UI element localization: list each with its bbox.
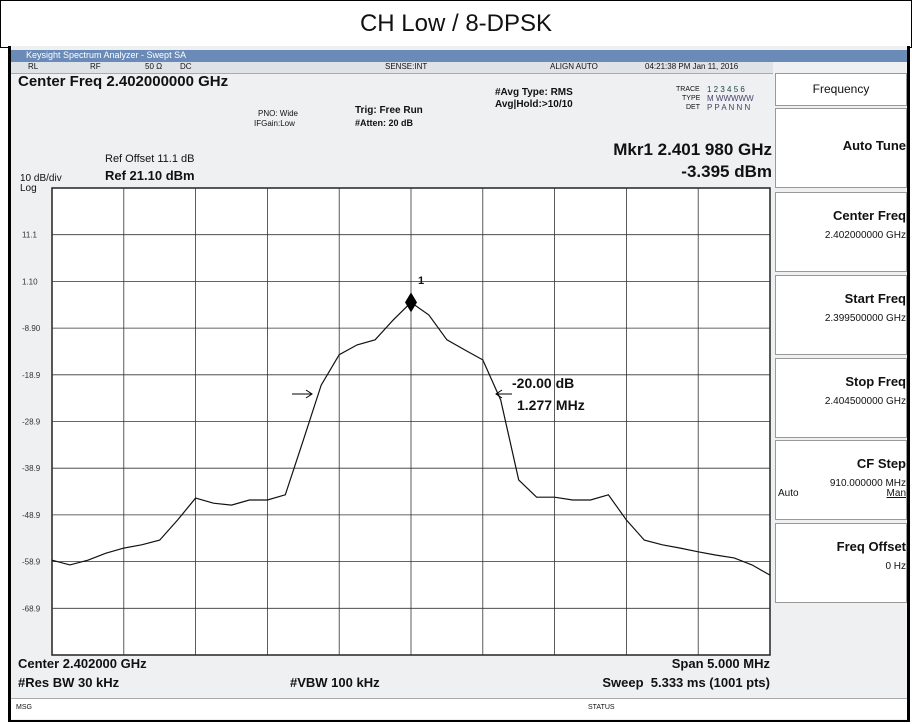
marker-freq: Mkr1 2.401 980 GHz — [613, 140, 772, 159]
softkey-label: Start Freq — [844, 291, 906, 306]
softkey-value: 2.402000000 GHz — [824, 230, 906, 241]
softkey-value: 910.000000 MHz — [829, 478, 906, 489]
window-bar — [11, 50, 907, 62]
y-tick-label: -18.9 — [22, 371, 41, 380]
atten: #Atten: 20 dB — [355, 118, 414, 128]
avg-hold: Avg|Hold:>10/10 — [495, 99, 573, 110]
softkey-option: Auto — [778, 488, 799, 499]
status-item: SENSE:INT — [385, 62, 428, 71]
y-tick-label: -28.9 — [22, 418, 41, 427]
status-item: ALIGN AUTO — [550, 62, 598, 71]
status-row — [11, 62, 773, 74]
y-tick-label: 1.10 — [22, 277, 38, 286]
status-item: 04:21:38 PM Jan 11, 2016 — [645, 62, 739, 71]
status-item: RF — [90, 62, 101, 71]
det-label: DET — [686, 104, 700, 111]
scale: 10 dB/div — [20, 173, 62, 184]
window-title: Keysight Spectrum Analyzer - Swept SA — [26, 50, 187, 60]
ifgain: IFGain:Low — [254, 119, 295, 128]
softkey-value: 2.404500000 GHz — [824, 396, 906, 407]
status-item: 50 Ω — [145, 62, 163, 71]
softkey-label: Center Freq — [833, 208, 906, 223]
y-tick-label: 11.1 — [22, 231, 38, 240]
y-tick-label: -58.9 — [22, 558, 41, 567]
softkey[interactable] — [775, 192, 907, 272]
pno: PNO: Wide — [258, 109, 299, 118]
y-tick-label: -68.9 — [22, 604, 41, 613]
softkey[interactable] — [775, 275, 907, 355]
footer-span: Span 5.000 MHz — [671, 656, 770, 671]
y-tick-label: -48.9 — [22, 511, 41, 520]
trace-label: TRACE — [676, 86, 700, 93]
footer-sweep: Sweep 5.333 ms (1001 pts) — [602, 675, 770, 690]
softkey[interactable] — [775, 108, 907, 188]
ref-level: Ref 21.10 dBm — [105, 168, 195, 183]
trig: Trig: Free Run — [355, 105, 423, 116]
status-item: DC — [180, 62, 192, 71]
softkey-label: Freq Offset — [836, 539, 906, 554]
softkey-menu-title: Frequency — [812, 82, 870, 96]
softkey-label: Stop Freq — [845, 374, 906, 389]
y-tick-label: -8.90 — [22, 324, 41, 333]
log: Log — [20, 183, 37, 194]
msg: MSG — [16, 704, 32, 711]
footer-center: Center 2.402000 GHz — [18, 656, 147, 671]
softkey[interactable] — [775, 358, 907, 438]
softkey-option: Man — [886, 488, 906, 499]
softkey-value: 2.399500000 GHz — [824, 313, 906, 324]
softkey[interactable] — [775, 440, 907, 520]
trace-value: 1 2 3 4 5 6 — [707, 85, 745, 94]
status-item: RL — [28, 62, 39, 71]
marker-level: -3.395 dBm — [681, 162, 772, 181]
softkey-value: 0 Hz — [885, 561, 906, 572]
y-tick-label: -38.9 — [22, 464, 41, 473]
softkey-label: CF Step — [856, 456, 906, 471]
message-bar — [11, 698, 907, 719]
softkey-menu — [775, 73, 907, 106]
center-freq-header: Center Freq 2.402000000 GHz — [18, 73, 229, 90]
obw-bw: 1.277 MHz — [517, 397, 585, 413]
det-value: P P A N N N — [707, 103, 751, 112]
marker-id: 1 — [418, 275, 425, 287]
avg-type: #Avg Type: RMS — [495, 87, 573, 98]
obw-arrow-right — [495, 389, 512, 399]
marker-diamond — [405, 292, 417, 313]
obw-arrow-left — [292, 389, 313, 399]
footer-vbw: #VBW 100 kHz — [290, 675, 380, 690]
ref-offset: Ref Offset 11.1 dB — [105, 153, 195, 165]
type-label: TYPE — [682, 95, 701, 102]
footer-rbw: #Res BW 30 kHz — [18, 675, 120, 690]
page-title: CH Low / 8-DPSK — [359, 10, 553, 37]
softkey[interactable] — [775, 523, 907, 603]
status: STATUS — [588, 704, 615, 711]
obw-db: -20.00 dB — [512, 375, 575, 391]
type-value: M WWWWW — [707, 94, 754, 103]
softkey-label: Auto Tune — [842, 138, 906, 153]
